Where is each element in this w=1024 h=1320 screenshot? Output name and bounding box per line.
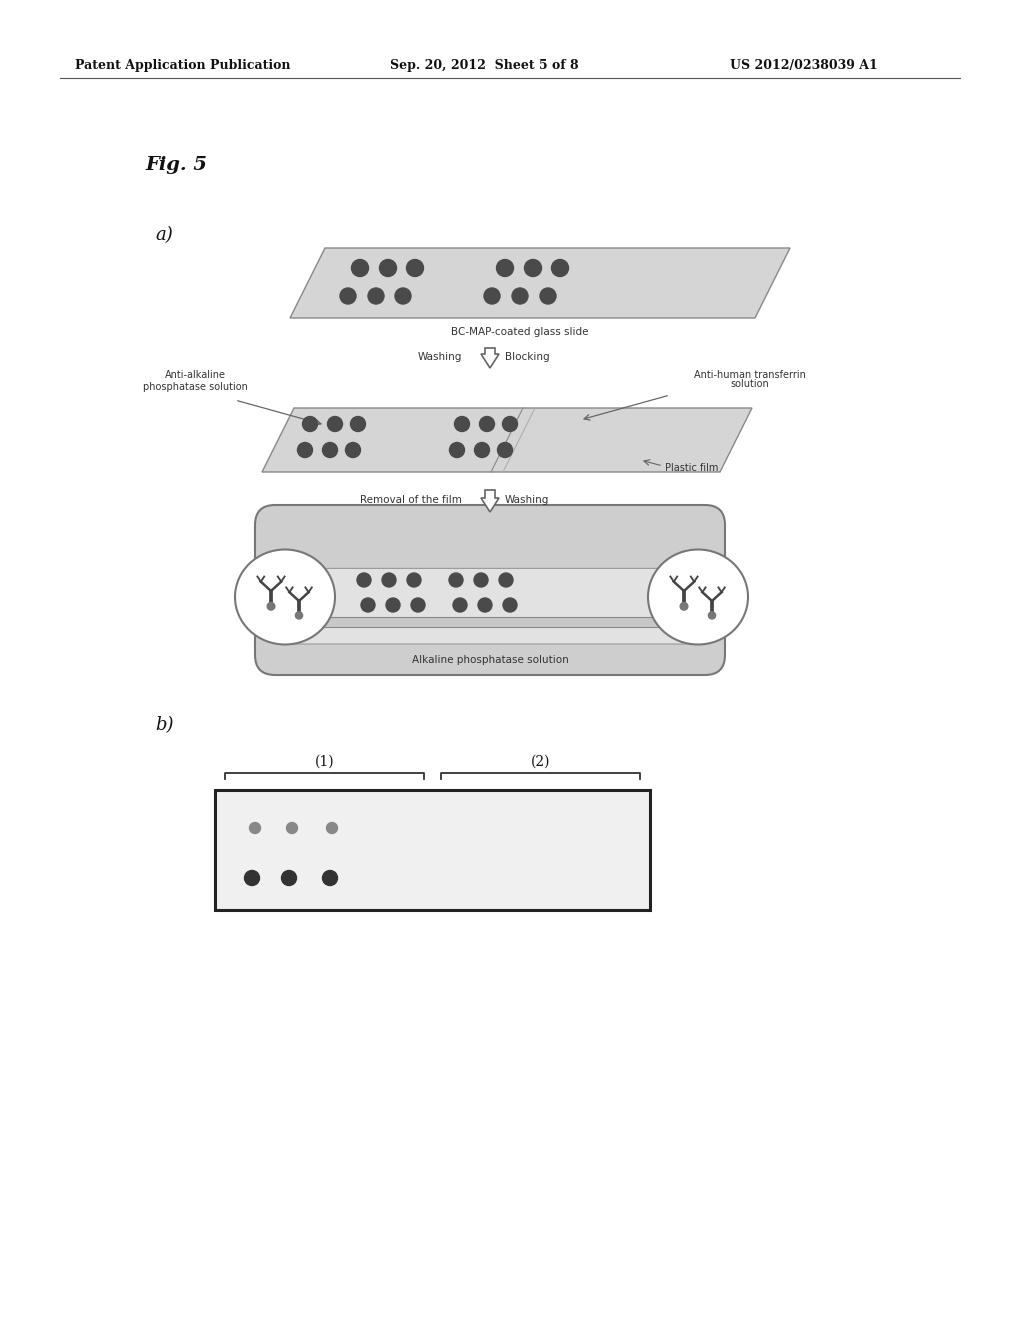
Circle shape bbox=[368, 288, 384, 304]
Circle shape bbox=[474, 442, 489, 458]
Circle shape bbox=[474, 573, 488, 587]
Circle shape bbox=[484, 288, 500, 304]
Circle shape bbox=[450, 442, 465, 458]
Text: Plastic film: Plastic film bbox=[665, 463, 719, 473]
Ellipse shape bbox=[648, 549, 748, 644]
Circle shape bbox=[345, 442, 360, 458]
Text: a): a) bbox=[155, 226, 173, 244]
Text: Anti-human transferrin: Anti-human transferrin bbox=[694, 370, 806, 380]
Text: BC-MAP-coated glass slide: BC-MAP-coated glass slide bbox=[452, 327, 589, 337]
Circle shape bbox=[497, 260, 513, 276]
Circle shape bbox=[350, 417, 366, 432]
Circle shape bbox=[680, 602, 688, 610]
Circle shape bbox=[503, 417, 517, 432]
Circle shape bbox=[328, 417, 342, 432]
Circle shape bbox=[351, 260, 369, 276]
FancyBboxPatch shape bbox=[255, 506, 725, 675]
FancyBboxPatch shape bbox=[289, 569, 691, 644]
FancyArrow shape bbox=[481, 490, 499, 512]
Text: US 2012/0238039 A1: US 2012/0238039 A1 bbox=[730, 58, 878, 71]
Text: (1): (1) bbox=[314, 755, 334, 770]
Circle shape bbox=[540, 288, 556, 304]
Circle shape bbox=[524, 260, 542, 276]
Circle shape bbox=[479, 417, 495, 432]
Bar bbox=[215, 789, 650, 909]
Circle shape bbox=[503, 598, 517, 612]
Circle shape bbox=[709, 611, 716, 619]
Circle shape bbox=[282, 870, 297, 886]
Circle shape bbox=[478, 598, 492, 612]
Circle shape bbox=[552, 260, 568, 276]
Circle shape bbox=[267, 602, 274, 610]
Circle shape bbox=[499, 573, 513, 587]
Circle shape bbox=[298, 442, 312, 458]
Polygon shape bbox=[262, 408, 752, 473]
Text: Anti-alkaline: Anti-alkaline bbox=[165, 370, 225, 380]
Circle shape bbox=[323, 870, 338, 886]
Circle shape bbox=[295, 611, 303, 619]
Circle shape bbox=[395, 288, 411, 304]
Circle shape bbox=[386, 598, 400, 612]
Text: solution: solution bbox=[731, 379, 769, 389]
Circle shape bbox=[361, 598, 375, 612]
Polygon shape bbox=[290, 248, 790, 318]
Circle shape bbox=[340, 288, 356, 304]
Circle shape bbox=[245, 870, 259, 886]
Polygon shape bbox=[310, 616, 670, 627]
Text: Removal of the film: Removal of the film bbox=[360, 495, 462, 506]
Circle shape bbox=[382, 573, 396, 587]
Circle shape bbox=[250, 822, 260, 833]
Text: Washing: Washing bbox=[418, 352, 462, 362]
Circle shape bbox=[449, 573, 463, 587]
Circle shape bbox=[407, 260, 424, 276]
Text: Washing: Washing bbox=[505, 495, 549, 506]
Circle shape bbox=[453, 598, 467, 612]
Text: b): b) bbox=[155, 715, 173, 734]
Circle shape bbox=[302, 417, 317, 432]
Text: Patent Application Publication: Patent Application Publication bbox=[75, 58, 291, 71]
Text: Sep. 20, 2012  Sheet 5 of 8: Sep. 20, 2012 Sheet 5 of 8 bbox=[390, 58, 579, 71]
Circle shape bbox=[498, 442, 512, 458]
Circle shape bbox=[287, 822, 298, 833]
Text: phosphatase solution: phosphatase solution bbox=[142, 381, 248, 392]
Text: (2): (2) bbox=[530, 755, 550, 770]
Ellipse shape bbox=[234, 549, 335, 644]
Circle shape bbox=[323, 442, 338, 458]
Circle shape bbox=[380, 260, 396, 276]
Circle shape bbox=[327, 822, 338, 833]
Circle shape bbox=[411, 598, 425, 612]
Circle shape bbox=[455, 417, 469, 432]
Circle shape bbox=[357, 573, 371, 587]
Text: Blocking: Blocking bbox=[505, 352, 550, 362]
Circle shape bbox=[512, 288, 528, 304]
Circle shape bbox=[407, 573, 421, 587]
Text: Fig. 5: Fig. 5 bbox=[145, 156, 207, 174]
Text: Alkaline phosphatase solution: Alkaline phosphatase solution bbox=[412, 655, 568, 665]
FancyArrow shape bbox=[481, 348, 499, 368]
